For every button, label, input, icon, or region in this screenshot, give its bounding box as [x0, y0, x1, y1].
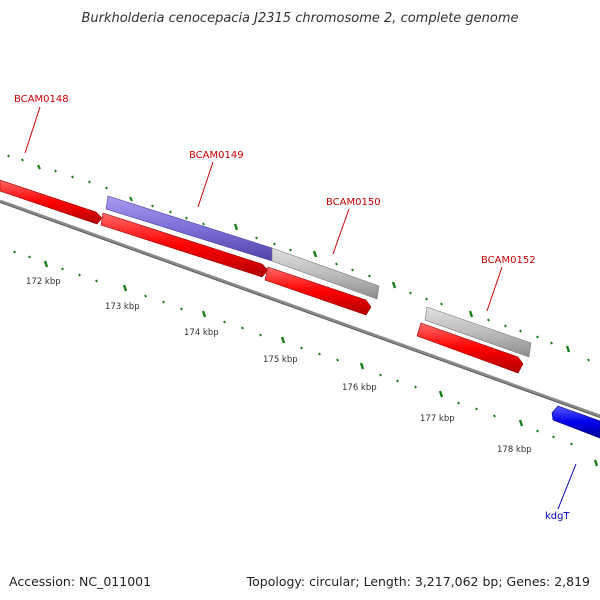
gene-arrow-bcam0152[interactable]	[416, 322, 524, 374]
accession-text: Accession: NC_011001	[9, 574, 151, 589]
scale-label: 178 kbp	[497, 445, 532, 455]
gene-labels: BCAM0148 BCAM0149 BCAM0150 BCAM0152 kdgT	[14, 94, 570, 522]
scale-label: 175 kbp	[263, 355, 298, 365]
gene-arrow-kdgt[interactable]	[551, 405, 600, 439]
leader-bcam0148	[24, 106, 41, 154]
scale-label: 173 kbp	[105, 302, 140, 312]
leader-bcam0152	[486, 266, 503, 312]
upper-tick-row	[7, 154, 590, 362]
genome-backbone-shade	[0, 202, 600, 418]
leader-kdgt	[557, 463, 577, 510]
gene-label-bcam0149[interactable]: BCAM0149	[189, 150, 244, 161]
gene-label-bcam0148[interactable]: BCAM0148	[14, 94, 69, 105]
gene-feature-bcam0150-grey[interactable]	[271, 247, 380, 300]
gene-leaders	[24, 106, 577, 510]
genome-backbone	[0, 199, 600, 418]
gene-feature-bcam0152-grey[interactable]	[424, 306, 532, 358]
gene-label-kdgt[interactable]: kdgT	[545, 511, 570, 522]
gene-features	[0, 179, 600, 439]
scale-label: 177 kbp	[420, 414, 455, 424]
gene-arrow-bcam0150[interactable]	[264, 266, 372, 316]
leader-bcam0150	[332, 208, 350, 255]
leader-bcam0149	[197, 161, 214, 208]
gene-arrow-bcam0149[interactable]	[100, 212, 269, 278]
scale-labels: 172 kbp 173 kbp 174 kbp 175 kbp 176 kbp …	[26, 277, 532, 455]
genome-summary-text: Topology: circular; Length: 3,217,062 bp…	[246, 574, 590, 589]
gene-label-bcam0152[interactable]: BCAM0152	[481, 255, 536, 266]
scale-label: 176 kbp	[342, 383, 377, 393]
scale-label: 174 kbp	[184, 328, 219, 338]
scale-label: 172 kbp	[26, 277, 61, 287]
map-title: Burkholderia cenocepacia J2315 chromosom…	[81, 11, 518, 26]
gene-arrow-bcam0148[interactable]	[0, 179, 103, 225]
scale-tick-row	[13, 250, 599, 467]
gene-label-bcam0150[interactable]: BCAM0150	[326, 197, 381, 208]
